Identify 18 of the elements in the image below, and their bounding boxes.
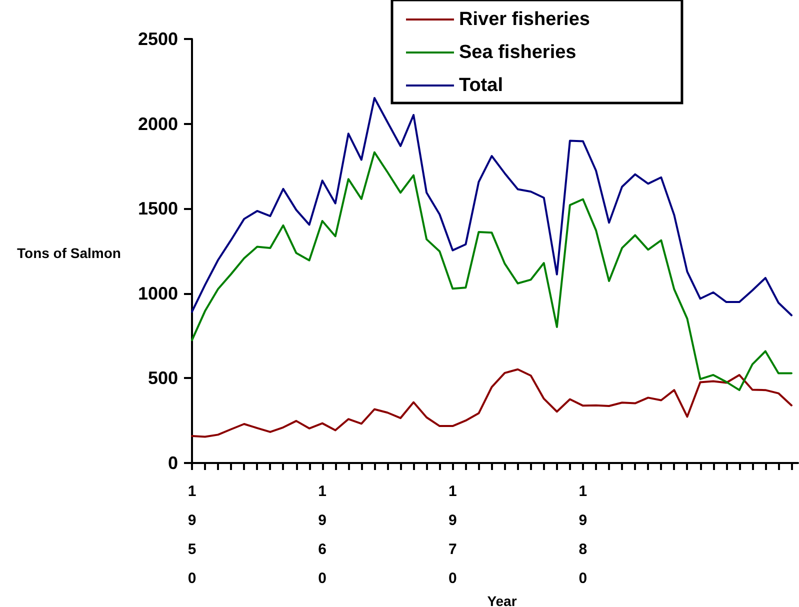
x-tick-label: 1960: [318, 483, 326, 587]
y-tick-label: 1000: [138, 283, 178, 304]
legend-label: River fisheries: [459, 9, 590, 30]
line-series: [191, 97, 792, 316]
legend-label: Total: [459, 75, 503, 96]
x-tick-label: 1950: [188, 483, 196, 587]
x-tick-label: 1980: [578, 483, 588, 587]
x-axis-title: Year: [487, 593, 518, 607]
line-series: [191, 151, 792, 392]
y-tick-label: 2000: [138, 114, 178, 134]
y-tick-label: 1500: [138, 198, 178, 219]
x-tick-label: 1970: [448, 483, 457, 587]
legend-label: Sea fisheries: [459, 42, 576, 63]
y-tick-label: 0: [168, 453, 178, 473]
y-tick-label: 500: [148, 368, 178, 388]
y-tick-label: 2500: [138, 29, 178, 49]
line-series: [191, 368, 792, 438]
y-axis-title: Tons of Salmon: [17, 245, 121, 261]
